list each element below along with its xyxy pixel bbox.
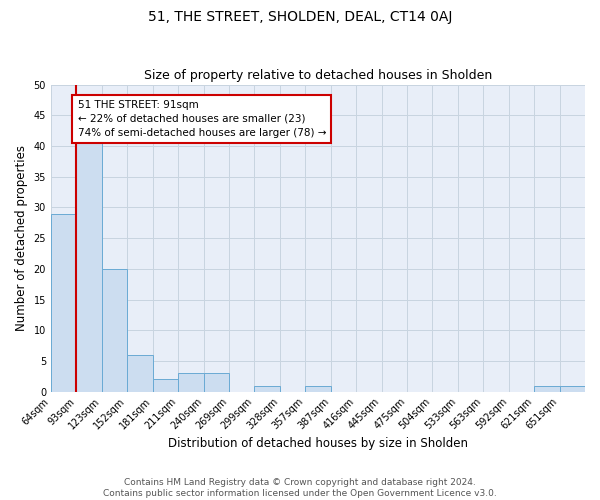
Bar — [127, 355, 152, 392]
Bar — [76, 140, 102, 392]
Bar — [534, 386, 560, 392]
Bar — [102, 269, 127, 392]
Bar — [203, 373, 229, 392]
Text: 51, THE STREET, SHOLDEN, DEAL, CT14 0AJ: 51, THE STREET, SHOLDEN, DEAL, CT14 0AJ — [148, 10, 452, 24]
Bar — [178, 373, 203, 392]
Text: 51 THE STREET: 91sqm
← 22% of detached houses are smaller (23)
74% of semi-detac: 51 THE STREET: 91sqm ← 22% of detached h… — [77, 100, 326, 138]
Y-axis label: Number of detached properties: Number of detached properties — [15, 145, 28, 331]
Bar — [254, 386, 280, 392]
Bar — [51, 214, 76, 392]
Bar — [560, 386, 585, 392]
Text: Contains HM Land Registry data © Crown copyright and database right 2024.
Contai: Contains HM Land Registry data © Crown c… — [103, 478, 497, 498]
Bar — [305, 386, 331, 392]
X-axis label: Distribution of detached houses by size in Sholden: Distribution of detached houses by size … — [168, 437, 468, 450]
Title: Size of property relative to detached houses in Sholden: Size of property relative to detached ho… — [144, 69, 492, 82]
Bar — [152, 380, 178, 392]
